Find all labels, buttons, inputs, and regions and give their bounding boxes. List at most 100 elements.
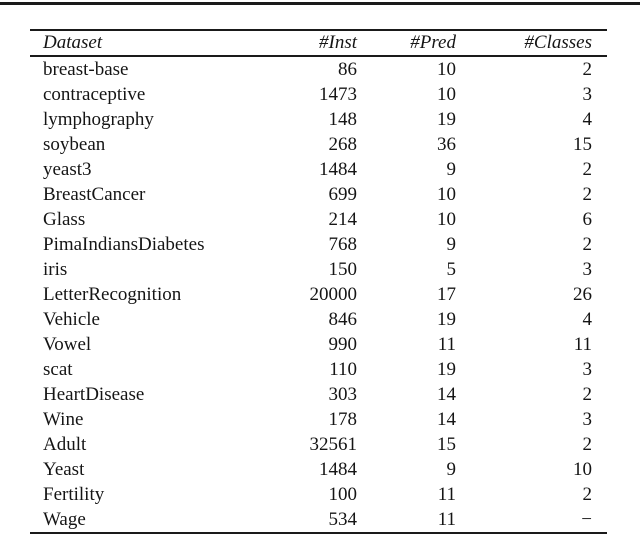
dataset-name-cell: HeartDisease [43,384,145,405]
table-row: lymphography 148 19 4 [30,107,607,132]
classes-count-cell: 4 [582,309,593,330]
classes-count-cell: 3 [582,84,593,105]
inst-count-cell: 1484 [319,459,357,480]
dataset-name-cell: Adult [43,434,87,455]
pred-count-cell: 5 [446,259,457,280]
inst-count-cell: 699 [328,184,358,205]
classes-count-cell: 6 [582,209,593,230]
pred-count-cell: 9 [446,159,457,180]
dataset-name-cell: Vehicle [43,309,100,330]
inst-count-cell: 86 [338,59,357,80]
page-top-rule [0,2,640,5]
pred-count-cell: 14 [437,409,456,430]
classes-count-cell: 2 [582,159,593,180]
dataset-name-cell: Fertility [43,484,105,505]
dataset-name-cell: yeast3 [43,159,92,180]
table-row: iris 150 5 3 [30,257,607,282]
table-body: breast-base 86 10 2 contraceptive 1473 10 3 lymp… [30,56,607,533]
inst-count-cell: 148 [328,109,358,130]
inst-count-cell: 268 [328,134,358,155]
pred-count-cell: 11 [437,509,456,530]
table-row: BreastCancer 699 10 2 [30,182,607,207]
pred-count-cell: 9 [446,234,457,255]
dataset-name-cell: PimaIndiansDiabetes [43,234,205,255]
column-header-inst: #Inst [319,32,357,53]
dataset-name-cell: BreastCancer [43,184,146,205]
pred-count-cell: 10 [437,84,456,105]
dataset-name-cell: Wage [43,509,86,530]
dataset-name-cell: lymphography [43,109,154,130]
inst-count-cell: 110 [329,359,357,380]
dataset-name-cell: Wine [43,409,84,430]
inst-count-cell: 1484 [319,159,357,180]
inst-count-cell: 32561 [309,434,358,455]
classes-count-cell: 11 [573,334,592,355]
dataset-name-cell: iris [43,259,68,280]
classes-count-cell: 2 [582,434,593,455]
pred-count-cell: 10 [437,59,456,80]
classes-count-cell: − [581,509,592,530]
pred-count-cell: 36 [437,134,456,155]
table-row: Fertility 100 11 2 [30,482,607,507]
table-row: HeartDisease 303 14 2 [30,382,607,407]
table-row: Yeast 1484 9 10 [30,457,607,482]
pred-count-cell: 9 [446,459,457,480]
pred-count-cell: 10 [437,184,456,205]
pred-count-cell: 11 [437,484,456,505]
inst-count-cell: 1473 [319,84,357,105]
classes-count-cell: 2 [582,184,593,205]
table-row: Glass 214 10 6 [30,207,607,232]
pred-count-cell: 10 [437,209,456,230]
table-row: scat 110 19 3 [30,357,607,382]
column-header-classes: #Classes [524,32,592,53]
table-row: PimaIndiansDiabetes 768 9 2 [30,232,607,257]
inst-count-cell: 150 [328,259,358,280]
classes-count-cell: 2 [582,484,593,505]
pred-count-cell: 15 [437,434,456,455]
classes-count-cell: 4 [582,109,593,130]
inst-count-cell: 178 [328,409,358,430]
classes-count-cell: 3 [582,259,593,280]
pred-count-cell: 19 [437,309,456,330]
classes-count-cell: 10 [573,459,592,480]
pred-count-cell: 19 [437,359,456,380]
dataset-name-cell: scat [43,359,73,380]
dataset-name-cell: Yeast [43,459,85,480]
classes-count-cell: 26 [573,284,592,305]
inst-count-cell: 990 [328,334,358,355]
classes-count-cell: 2 [582,384,593,405]
table-row: Vehicle 846 19 4 [30,307,607,332]
pred-count-cell: 14 [437,384,456,405]
table-row: contraceptive 1473 10 3 [30,82,607,107]
inst-count-cell: 846 [328,309,358,330]
inst-count-cell: 214 [328,209,358,230]
table-row: Wine 178 14 3 [30,407,607,432]
table-row: Adult 32561 15 2 [30,432,607,457]
inst-count-cell: 100 [328,484,358,505]
dataset-name-cell: Glass [43,209,86,230]
classes-count-cell: 2 [582,59,593,80]
dataset-name-cell: LetterRecognition [43,284,182,305]
dataset-name-cell: contraceptive [43,84,146,105]
inst-count-cell: 534 [328,509,358,530]
table-row: Wage 534 11 − [30,507,607,533]
table-row: LetterRecognition 20000 17 26 [30,282,607,307]
pred-count-cell: 17 [437,284,456,305]
column-header-pred: #Pred [410,32,456,53]
dataset-name-cell: breast-base [43,59,129,80]
inst-count-cell: 303 [328,384,358,405]
classes-count-cell: 2 [582,234,593,255]
table-header-row: Dataset #Inst #Pred #Classes [30,30,607,56]
table-row: yeast3 1484 9 2 [30,157,607,182]
pred-count-cell: 19 [437,109,456,130]
column-header-dataset: Dataset [43,32,103,53]
pred-count-cell: 11 [437,334,456,355]
dataset-name-cell: soybean [43,134,106,155]
datasets-table: Dataset #Inst #Pred #Classes breast-base… [30,29,607,534]
table-row: breast-base 86 10 2 [30,56,607,82]
inst-count-cell: 768 [328,234,358,255]
classes-count-cell: 15 [573,134,592,155]
table-row: soybean 268 36 15 [30,132,607,157]
classes-count-cell: 3 [582,409,593,430]
classes-count-cell: 3 [582,359,593,380]
